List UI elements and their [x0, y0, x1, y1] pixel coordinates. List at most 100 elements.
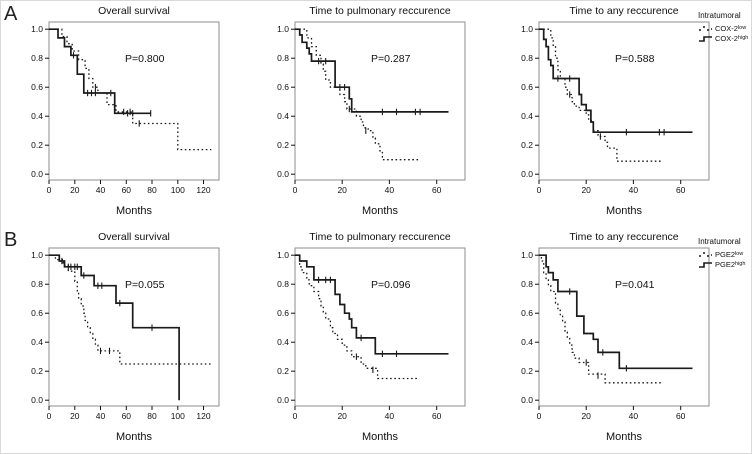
panel-b-pulmonary-recurrence: Time to pulmonary reccurence P=0.096 0.0…	[259, 231, 471, 443]
x-tick-label: 60	[432, 411, 442, 421]
legend-title: Intratumoral	[698, 237, 741, 246]
y-tick-label: 0.6	[31, 82, 43, 92]
legend-entry: PGE2low	[698, 249, 751, 259]
y-tick-label: 0.0	[31, 395, 43, 405]
x-tick-label: 0	[537, 411, 542, 421]
p-value-label: P=0.096	[371, 279, 411, 291]
km-plot-a-any-recurrence: 0.0 0.2 0.4 0.6 0.8 1.0 0 20 40 60	[521, 21, 710, 195]
plot-box	[538, 247, 710, 407]
x-tick-label: 100	[171, 411, 185, 421]
p-value-label: P=0.041	[615, 279, 655, 291]
y-tick-label: 1.0	[277, 24, 289, 34]
km-curve-dotted	[539, 28, 662, 162]
km-plot-a-overall-survival: 0.0 0.2 0.4 0.6 0.8 1.0 0 20 40 60 80 100 120	[31, 21, 220, 195]
km-curve-dotted	[295, 254, 418, 380]
legend-entry-label: COX-2high	[715, 33, 749, 43]
y-tick-label: 0.0	[277, 169, 289, 179]
legend-a: Intratumoral COX-2low COX-2high	[698, 11, 751, 43]
y-tick-label: 1.0	[521, 250, 533, 260]
y-tick-label: 0.2	[31, 140, 43, 150]
y-tick-label: 0.6	[31, 308, 43, 318]
x-tick-label: 40	[385, 411, 395, 421]
plot-box	[294, 247, 466, 407]
x-tick-label: 80	[147, 185, 157, 195]
km-curve-solid	[49, 28, 151, 115]
legend-entry-label: PGE2high	[715, 259, 746, 269]
x-axis-label: Months	[605, 205, 643, 217]
legend-entry-label: PGE2low	[715, 249, 744, 259]
km-curve-solid	[49, 254, 180, 401]
panel-b-any-recurrence: Time to any reccurence P=0.041 0.0 0.2 0.4…	[503, 231, 715, 443]
x-tick-label: 100	[171, 185, 185, 195]
y-tick-label: 0.0	[31, 169, 43, 179]
km-curve-dotted	[49, 28, 212, 151]
y-tick-label: 0.8	[31, 53, 43, 63]
km-plot-b-pulmonary-recurrence: 0.0 0.2 0.4 0.6 0.8 1.0 0 20 40 60	[277, 247, 466, 421]
y-tick-label: 0.0	[521, 395, 533, 405]
x-tick-label: 0	[293, 411, 298, 421]
plot-box	[538, 21, 710, 181]
x-tick-label: 40	[96, 411, 106, 421]
y-tick-label: 0.4	[31, 337, 43, 347]
y-tick-label: 0.8	[277, 53, 289, 63]
x-tick-label: 20	[581, 411, 591, 421]
x-axis-label: Months	[115, 205, 153, 217]
x-tick-label: 120	[196, 411, 210, 421]
p-value-label: P=0.287	[371, 53, 411, 65]
km-curve-solid	[539, 28, 693, 134]
p-value-label: P=0.800	[125, 53, 165, 65]
panel-a-overall-survival: Overall survival P=0.800 0.0 0.2 0.4 0.6 0.8…	[13, 5, 225, 217]
y-tick-label: 0.6	[277, 82, 289, 92]
legend-entry-label: COX-2low	[715, 23, 747, 33]
row-label-a: A	[4, 3, 18, 25]
x-tick-label: 20	[337, 185, 347, 195]
dotted-line-icon	[699, 251, 712, 257]
x-tick-label: 20	[337, 411, 347, 421]
km-plot-b-any-recurrence: 0.0 0.2 0.4 0.6 0.8 1.0 0 20 40 60	[521, 247, 710, 421]
plot-box	[48, 21, 220, 181]
y-tick-label: 0.0	[277, 395, 289, 405]
y-tick-label: 0.8	[31, 279, 43, 289]
y-tick-label: 0.2	[31, 366, 43, 376]
x-axis-label: Months	[115, 431, 153, 443]
p-value-label: P=0.055	[125, 279, 165, 291]
row-label-b: B	[4, 229, 18, 251]
y-tick-label: 0.2	[277, 366, 289, 376]
y-tick-label: 0.8	[521, 279, 533, 289]
y-tick-label: 0.4	[277, 337, 289, 347]
y-tick-label: 0.6	[521, 308, 533, 318]
y-tick-label: 0.4	[31, 111, 43, 121]
panel-a-pulmonary-recurrence: Time to pulmonary reccurence P=0.287 0.0…	[259, 5, 471, 217]
km-curve-solid	[295, 28, 449, 113]
x-axis-label: Months	[361, 205, 399, 217]
y-tick-label: 1.0	[31, 24, 43, 34]
y-tick-label: 0.2	[521, 366, 533, 376]
x-tick-label: 0	[293, 185, 298, 195]
x-tick-label: 20	[70, 411, 80, 421]
panel-b-overall-survival: Overall survival P=0.055 0.0 0.2 0.4 0.6 0.8…	[13, 231, 225, 443]
km-curve-dotted	[539, 254, 662, 384]
km-plot-b-overall-survival: 0.0 0.2 0.4 0.6 0.8 1.0 0 20 40 60 80 100 120	[31, 247, 220, 421]
legend-title: Intratumoral	[698, 11, 741, 20]
solid-step-line-icon	[699, 35, 712, 42]
plot-box	[48, 247, 220, 407]
km-curve-dotted	[295, 28, 421, 161]
x-tick-label: 60	[676, 185, 686, 195]
km-curve-dotted	[49, 254, 212, 365]
dotted-line-icon	[699, 25, 712, 31]
x-axis-label: Months	[605, 431, 643, 443]
x-tick-label: 40	[629, 411, 639, 421]
y-tick-label: 0.6	[521, 82, 533, 92]
x-tick-label: 40	[629, 185, 639, 195]
panel-title: Time to pulmonary reccurence	[309, 5, 451, 17]
km-curve-solid	[539, 254, 693, 370]
panel-title: Overall survival	[98, 5, 170, 17]
y-tick-label: 1.0	[521, 24, 533, 34]
legend-entry: COX-2low	[698, 23, 751, 33]
y-tick-label: 0.0	[521, 169, 533, 179]
x-tick-label: 40	[385, 185, 395, 195]
km-curve-solid	[295, 254, 449, 355]
y-tick-label: 0.4	[277, 111, 289, 121]
legend-entry: PGE2high	[698, 259, 751, 269]
